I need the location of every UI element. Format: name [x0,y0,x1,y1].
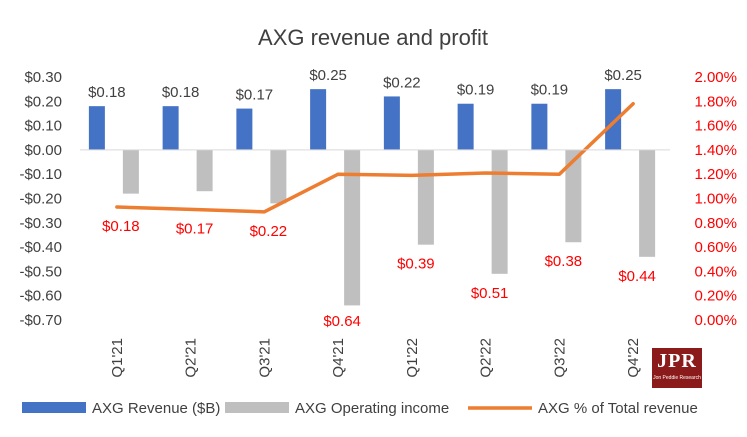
operating-income-data-label: $0.64 [323,313,361,330]
operating-income-bar [122,149,139,194]
x-tick-label: Q2'22 [478,338,495,378]
y2-tick-label: 0.00% [694,312,737,329]
operating-income-data-label: $0.18 [102,218,140,235]
chart-title: AXG revenue and profit [258,25,488,50]
revenue-data-label: $0.18 [162,84,200,101]
x-axis: Q1'21 Q2'21 Q3'21 Q4'21 Q1'22 Q2'22 Q3'22 Q4'22 [80,149,670,378]
y-tick-label: -$0.50 [19,263,62,280]
revenue-bar [383,96,400,150]
x-tick-label: Q2'21 [183,338,200,378]
operating-income-bar [491,149,508,274]
y2-tick-label: 2.00% [694,69,737,86]
revenue-bar [531,103,548,150]
right-axis: 2.00% 1.80% 1.60% 1.40% 1.20% 1.00% 0.80% 0.60%… [694,69,737,329]
y2-tick-label: 0.80% [694,215,737,232]
operating-income-bar [344,149,361,306]
y-tick-label: -$0.10 [19,166,62,183]
percent-line [115,101,635,214]
y-tick-label: $0.20 [24,93,62,110]
revenue-bar [605,89,622,150]
operating-income-data-label: $0.44 [618,268,656,285]
operating-income-data-label: $0.39 [397,256,435,273]
y2-tick-label: 1.00% [694,191,737,208]
line-layer [115,101,635,214]
y2-tick-label: 1.80% [694,93,737,110]
revenue-bar [236,108,253,150]
revenue-data-label: $0.19 [457,82,495,99]
x-tick-label: Q3'22 [551,338,568,378]
data-labels-layer: $0.18 $0.18 $0.17 $0.25 $0.22 $0.19 $0.19 $0.25… [88,67,656,330]
revenue-data-label: $0.17 [236,87,274,104]
legend: AXG Revenue ($B) AXG Operating income AXG … [22,400,698,417]
revenue-data-label: $0.25 [604,67,642,84]
bars-layer [88,89,656,306]
x-tick-label: Q1'22 [404,338,421,378]
revenue-bar [162,106,179,150]
x-tick-label: Q1'21 [109,338,126,378]
operating-income-bar [417,149,434,245]
revenue-data-label: $0.22 [383,74,421,91]
operating-income-data-label: $0.22 [250,223,288,240]
jpr-logo: JPR Jon Peddie Research [652,348,702,388]
operating-income-data-label: $0.17 [176,220,214,237]
legend-label: AXG % of Total revenue [538,400,698,417]
y-tick-label: $0.10 [24,118,62,135]
revenue-data-label: $0.18 [88,84,126,101]
y2-tick-label: 0.60% [694,239,737,256]
revenue-bar [88,106,105,150]
legend-label: AXG Revenue ($B) [92,400,220,417]
revenue-bar [457,103,474,150]
revenue-data-label: $0.25 [309,67,347,84]
operating-income-data-label: $0.51 [471,285,509,302]
logo-mark: JPR [657,350,697,372]
y2-tick-label: 0.20% [694,288,737,305]
x-tick-label: Q3'21 [256,338,273,378]
y-tick-label: -$0.30 [19,215,62,232]
legend-swatch [225,402,289,413]
y2-tick-label: 1.20% [694,166,737,183]
y2-tick-label: 1.60% [694,118,737,135]
operating-income-bar [196,149,213,192]
revenue-data-label: $0.19 [531,82,569,99]
x-tick-label: Q4'22 [625,338,642,378]
y2-tick-label: 1.40% [694,142,737,159]
y-tick-label: -$0.60 [19,288,62,305]
legend-swatch [22,402,86,413]
y-tick-label: $0.30 [24,69,62,86]
operating-income-bar [639,149,656,257]
operating-income-bar [565,149,582,243]
y2-tick-label: 0.40% [694,263,737,280]
y-tick-label: -$0.70 [19,312,62,329]
y-tick-label: -$0.40 [19,239,62,256]
logo-subtitle: Jon Peddie Research [653,375,701,381]
x-tick-label: Q4'21 [330,338,347,378]
operating-income-data-label: $0.38 [545,253,583,270]
y-tick-label: -$0.20 [19,191,62,208]
revenue-bar [310,89,327,150]
left-axis: $0.30 $0.20 $0.10 $0.00 -$0.10 -$0.20 -$0.30 -$… [19,69,62,329]
y-tick-label: $0.00 [24,142,62,159]
legend-label: AXG Operating income [295,400,449,417]
operating-income-bar [270,149,287,204]
